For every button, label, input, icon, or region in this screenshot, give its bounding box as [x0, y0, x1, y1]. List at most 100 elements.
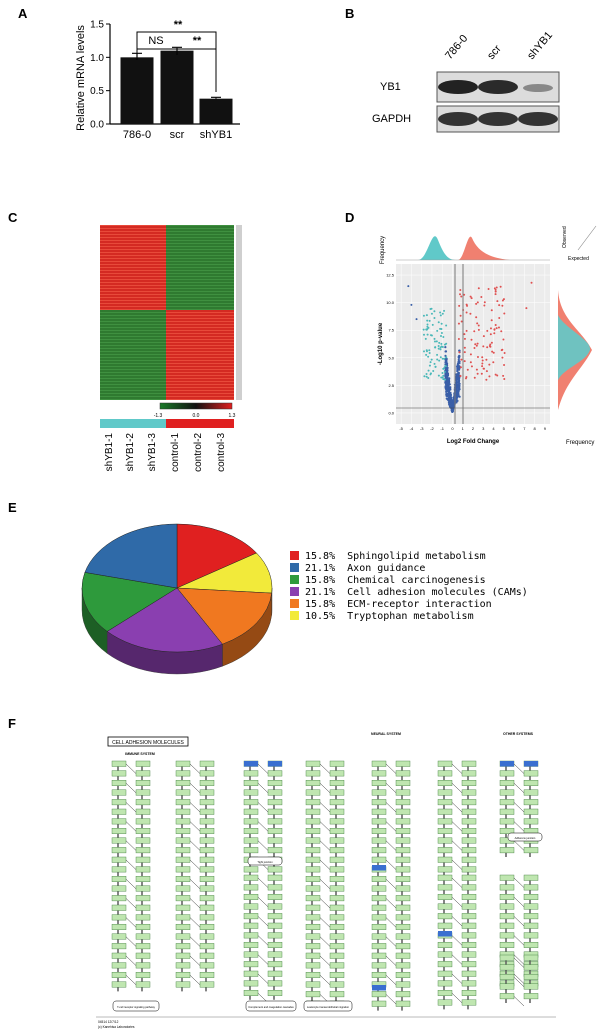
volcano-point-ns [456, 377, 459, 380]
pathway-gene-box [243, 932, 259, 939]
pathway-interaction [319, 955, 331, 966]
volcano-point-up [495, 286, 498, 289]
pathway-gene-box [461, 847, 477, 854]
volcano-point-down [425, 373, 428, 376]
pathway-gene-box [267, 990, 283, 996]
volcano-point-down [440, 342, 443, 345]
legend-item-sphingolipid: 15.8% Sphingolipid metabolism [290, 551, 486, 563]
volcano-point-down [422, 333, 425, 336]
pathway-gene-box [499, 954, 515, 961]
pathway-gene-box [267, 951, 283, 958]
volcano-point-up [470, 297, 473, 300]
pathway-note-box-2 [303, 1000, 353, 1012]
pathway-footer-1: 04514 12/7/12 [98, 1020, 119, 1024]
pathway-gene-box [461, 922, 477, 929]
pathway-gene-box [135, 923, 151, 930]
volcano-xtick-label: -1 [440, 426, 444, 431]
bar-a-bar [120, 57, 154, 125]
pathway-gene-box [499, 893, 515, 900]
pathway-gene-box [243, 780, 259, 786]
pathway-gene-box [243, 970, 259, 977]
legend-percent: 21.1% [305, 587, 336, 598]
volcano-point-up [473, 376, 476, 379]
pathway-gene-box [199, 837, 215, 844]
bar-a-bar [199, 98, 233, 124]
volcano-point-up [503, 378, 506, 381]
volcano-point-up [463, 337, 466, 340]
volcano-top-density-red [458, 236, 510, 260]
volcano-point-up [489, 327, 492, 330]
volcano-point-up [465, 303, 468, 306]
pathway-interaction [319, 975, 331, 985]
pathway-gene-box [243, 893, 259, 900]
pathway-interaction [513, 935, 525, 946]
volcano-point-ns [445, 388, 448, 392]
volcano-point-up [480, 372, 483, 375]
volcano-point-up [503, 312, 506, 315]
legend-label: ECM-receptor interaction [347, 599, 492, 610]
volcano-point-down [444, 378, 447, 381]
volcano-qq-observed: Observed [562, 226, 568, 248]
volcano-point-up [469, 353, 472, 356]
pathway-interaction [385, 936, 397, 947]
pathway-gene-box [305, 875, 321, 882]
pathway-gene-box [329, 962, 345, 969]
pathway-interaction [451, 954, 463, 965]
volcano-point-ns [446, 376, 449, 379]
volcano-point-down [426, 325, 429, 328]
pathway-gene-box [135, 895, 151, 902]
volcano-point-up [477, 328, 480, 331]
pathway-interaction [189, 821, 201, 832]
heatmap-sample-label: shYB1-2 [125, 433, 136, 472]
volcano-point-up [475, 368, 478, 371]
blot-gapdh-band-1 [438, 112, 478, 126]
pathway-gene-box [199, 952, 215, 959]
pathway-gene-box [305, 780, 321, 786]
volcano-point-down [443, 370, 446, 373]
pathway-gene-box [523, 932, 539, 939]
volcano-top-density-teal [418, 236, 456, 260]
volcano-plot-d: Frequency -5 -4 -3 -2 -1 0 1 2 3 4 5 6 7 8 9 0.0 2.5 5.0 7… [378, 225, 597, 446]
pathway-interaction [513, 897, 525, 907]
pathway-gene-box [371, 991, 387, 998]
pathway-gene-box [461, 951, 477, 958]
pathway-gene-box [243, 990, 259, 996]
pathway-gene-box [329, 971, 345, 978]
pathway-gene-box [329, 760, 345, 767]
volcano-point-up [481, 356, 484, 359]
pathway-gene-box [267, 874, 283, 881]
volcano-xtick-label: 5 [503, 426, 506, 431]
pathway-gene-box [199, 885, 215, 892]
pathway-note-2: Leukocyte transendothelial migration [307, 1005, 350, 1009]
pathway-gene-box [267, 884, 283, 891]
pathway-gene-box [395, 991, 411, 998]
volcano-point-ns [455, 401, 458, 404]
pathway-interaction [451, 821, 463, 832]
pathway-note-box-3 [245, 1000, 297, 1012]
volcano-point-ns [458, 382, 461, 385]
volcano-point-up [501, 304, 504, 307]
pathway-gene-box [461, 999, 477, 1006]
pathway-gene-box [499, 932, 515, 939]
blot-yb1-band-2 [478, 80, 518, 94]
pathway-gene-box [305, 962, 321, 969]
bar-a-annot-top: ** [174, 19, 183, 31]
volcano-point-up [474, 343, 477, 346]
pathway-gene-box [499, 799, 515, 806]
pathway-gene-box [329, 827, 345, 834]
volcano-point-ns [455, 393, 458, 396]
pathway-gene-box [199, 780, 215, 786]
pathway-interaction [125, 955, 137, 966]
pathway-interaction [451, 993, 463, 1003]
pathway-gene-box [523, 884, 539, 891]
blot-row-yb1: YB1 [380, 81, 401, 93]
pathway-gene-box [135, 971, 151, 978]
pathway-gene-box [329, 895, 345, 902]
pathway-gene-box [437, 922, 453, 929]
volcano-point-ns [456, 369, 459, 373]
pathway-gene-box [175, 904, 191, 911]
pathway-gene-box [371, 885, 387, 892]
pathway-gene-box [371, 760, 387, 767]
volcano-point-down [437, 321, 440, 324]
pathway-gene-box [199, 962, 215, 969]
